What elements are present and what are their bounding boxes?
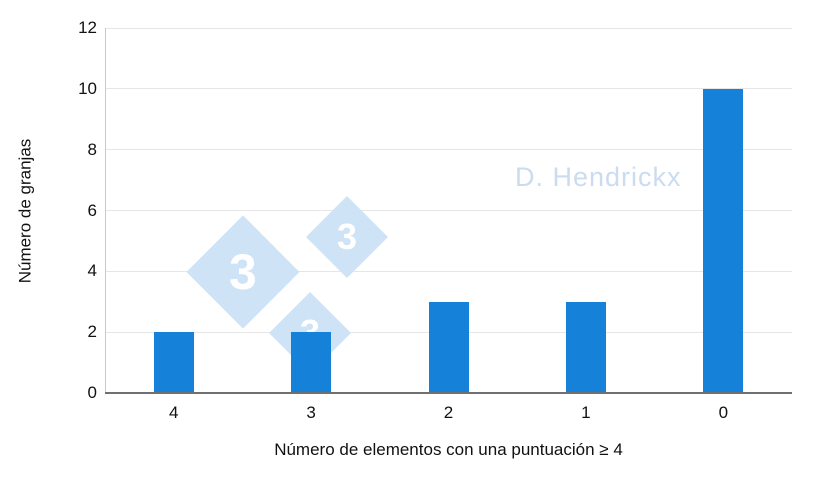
y-tick-label: 10 (78, 78, 97, 98)
gridline (105, 149, 792, 151)
x-tick-label: 2 (443, 403, 454, 422)
x-axis-line (105, 392, 792, 394)
y-tick-label: 12 (78, 18, 97, 37)
x-tick-label: 4 (168, 403, 179, 422)
x-tick-label: 0 (718, 403, 729, 422)
y-tick-label: 2 (87, 322, 97, 342)
bar (428, 301, 469, 393)
logo-diamond-large: 3 (186, 215, 300, 329)
y-tick-label: 8 (87, 139, 97, 159)
y-axis-line (105, 28, 106, 393)
y-axis-title: Número de granjas (6, 28, 44, 393)
logo-digit: 3 (336, 216, 358, 257)
x-tick-label: 1 (581, 403, 591, 422)
x-axis-title: Número de elementos con una puntuación ≥… (274, 440, 623, 459)
y-axis-title-text: Número de granjas (15, 138, 35, 283)
bar (291, 332, 332, 393)
logo-diamond-top: 3 (305, 195, 389, 279)
gridline (105, 270, 792, 272)
y-tick-label: 4 (87, 261, 97, 281)
watermark-credit: D. Hendrickx (515, 162, 682, 192)
y-tick-label: 6 (87, 200, 97, 220)
bar (703, 88, 744, 393)
y-tick-label: 0 (87, 383, 97, 402)
gridline (105, 27, 792, 29)
bar (153, 332, 194, 393)
gridline (105, 88, 792, 90)
bar (565, 301, 606, 393)
gridline (105, 210, 792, 211)
logo-digit: 3 (229, 244, 257, 300)
x-tick-label: 3 (306, 403, 316, 422)
